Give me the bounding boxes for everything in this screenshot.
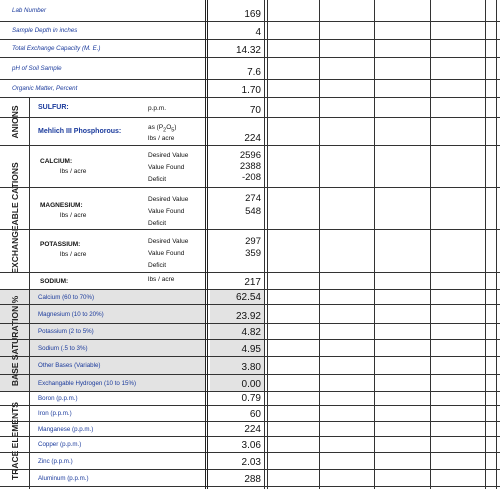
deficit-label: Deficit: [148, 262, 167, 269]
label: Organic Matter, Percent: [12, 85, 78, 92]
label: Total Exchange Capacity (M. E.): [12, 45, 101, 52]
value: 0.00: [210, 375, 264, 391]
value: 0.79: [241, 393, 261, 404]
row-sample-depth: Sample Depth in inches 4: [0, 22, 500, 40]
desired-label: Desired Value: [148, 238, 189, 245]
row-bs-magnesium: Magnesium (10 to 20%) 23.92: [0, 305, 500, 324]
sublabel: lbs / acre: [60, 212, 87, 219]
found-label: Value Found: [148, 164, 185, 171]
row-sulfur: SULFUR: p.p.m. 70: [0, 98, 500, 118]
value: 2.03: [241, 457, 261, 468]
row-bs-other-bases: Other Bases (Variable) 3.80: [0, 357, 500, 375]
label: POTASSIUM:: [40, 241, 81, 248]
value: 7.6: [247, 67, 261, 78]
unit: lbs / acre: [148, 276, 175, 283]
sublabel: lbs / acre: [60, 168, 87, 175]
value: 1.70: [241, 85, 261, 96]
row-aluminum: Aluminum (p.p.m.) 288: [0, 470, 500, 487]
section-trace-elements: TRACE ELEMENTS: [0, 392, 30, 489]
value: 14.32: [235, 45, 261, 56]
row-sodium: SODIUM: lbs / acre 217: [0, 273, 500, 290]
values: 297 359: [245, 236, 261, 259]
label: Exchangable Hydrogen (10 to 15%): [30, 375, 206, 391]
value: 288: [244, 474, 261, 485]
desired-label: Desired Value: [148, 152, 189, 159]
divider: [496, 0, 497, 489]
found-label: Value Found: [148, 208, 185, 215]
divider: [267, 0, 268, 489]
divider: [430, 0, 431, 489]
row-zinc: Zinc (p.p.m.) 2.03: [0, 453, 500, 470]
row-total-exchange: Total Exchange Capacity (M. E.) 14.32: [0, 40, 500, 58]
label: Manganese (p.p.m.): [38, 425, 94, 433]
label: pH of Soil Sample: [12, 65, 62, 72]
label: Calcium (60 to 70%): [30, 290, 206, 304]
row-calcium: CALCIUM: lbs / acre Desired Value Value …: [0, 146, 500, 188]
label: Copper (p.p.m.): [38, 441, 82, 448]
label: Other Bases (Variable): [30, 357, 206, 374]
label: Sample Depth in inches: [12, 27, 78, 34]
row-bs-sodium: Sodium (.5 to 3%) 4.95: [0, 340, 500, 357]
divider-double-left: [205, 0, 208, 489]
row-boron: Boron (p.p.m.) 0.79: [0, 392, 500, 406]
divider: [264, 0, 265, 489]
row-copper: Copper (p.p.m.) 3.06: [0, 437, 500, 453]
divider: [485, 0, 486, 489]
row-potassium: POTASSIUM: lbs / acre Desired Value Valu…: [0, 230, 500, 273]
value: 3.80: [210, 357, 264, 374]
label: Zinc (p.p.m.): [38, 457, 73, 465]
sublabel: lbs / acre: [60, 251, 87, 258]
deficit-label: Deficit: [148, 176, 167, 183]
label: SODIUM:: [40, 278, 69, 285]
label: Sodium (.5 to 3%): [30, 340, 206, 356]
divider: [374, 0, 375, 489]
value: 60: [249, 409, 261, 420]
row-phosphorous: Mehlich III Phosphorous: as (P2O5) lbs /…: [0, 118, 500, 146]
label: Mehlich III Phosphorous:: [38, 128, 122, 135]
value: 217: [244, 277, 261, 288]
row-manganese: Manganese (p.p.m.) 224: [0, 422, 500, 437]
values: 274 548: [245, 193, 261, 217]
row-lab-number: Lab Number 169: [0, 0, 500, 22]
value: 4: [255, 27, 261, 38]
label: Lab Number: [12, 7, 47, 14]
row-ph: pH of Soil Sample 7.6: [0, 58, 500, 80]
values: 2596 2388 -208: [239, 150, 261, 183]
unit: p.p.m.: [148, 105, 167, 112]
value: 62.54: [210, 290, 264, 304]
value: 23.92: [210, 305, 264, 323]
label: Aluminum (p.p.m.): [38, 474, 89, 482]
desired-label: Desired Value: [148, 196, 189, 203]
value: 224: [244, 133, 261, 144]
deficit-label: Deficit: [148, 220, 167, 227]
row-bs-hydrogen: Exchangable Hydrogen (10 to 15%) 0.00: [0, 375, 500, 392]
row-organic-matter: Organic Matter, Percent 1.70: [0, 80, 500, 98]
label: Potassium (2 to 5%): [30, 324, 206, 339]
value: 169: [244, 9, 261, 20]
label: SULFUR:: [38, 104, 69, 111]
divider: [319, 0, 320, 489]
value: 70: [249, 105, 261, 116]
label: MAGNESIUM:: [40, 202, 83, 209]
row-bs-potassium: Potassium (2 to 5%) 4.82: [0, 324, 500, 340]
row-magnesium: MAGNESIUM: lbs / acre Desired Value Valu…: [0, 188, 500, 230]
value: 224: [244, 424, 261, 435]
unit-line1: as (P2O5): [148, 124, 177, 134]
found-label: Value Found: [148, 250, 185, 257]
section-base-saturation: BASE SATURATION %: [0, 290, 30, 392]
row-iron: Iron (p.p.m.) 60: [0, 406, 500, 422]
label: Boron (p.p.m.): [38, 395, 78, 402]
value: 4.82: [210, 324, 264, 339]
label: Magnesium (10 to 20%): [30, 305, 206, 323]
label: CALCIUM:: [40, 158, 73, 165]
value: 4.95: [210, 340, 264, 356]
label: Iron (p.p.m.): [38, 410, 72, 417]
row-bs-calcium: Calcium (60 to 70%) 62.54: [0, 290, 500, 305]
value: 3.06: [241, 440, 261, 451]
unit-line2: lbs / acre: [148, 135, 175, 142]
